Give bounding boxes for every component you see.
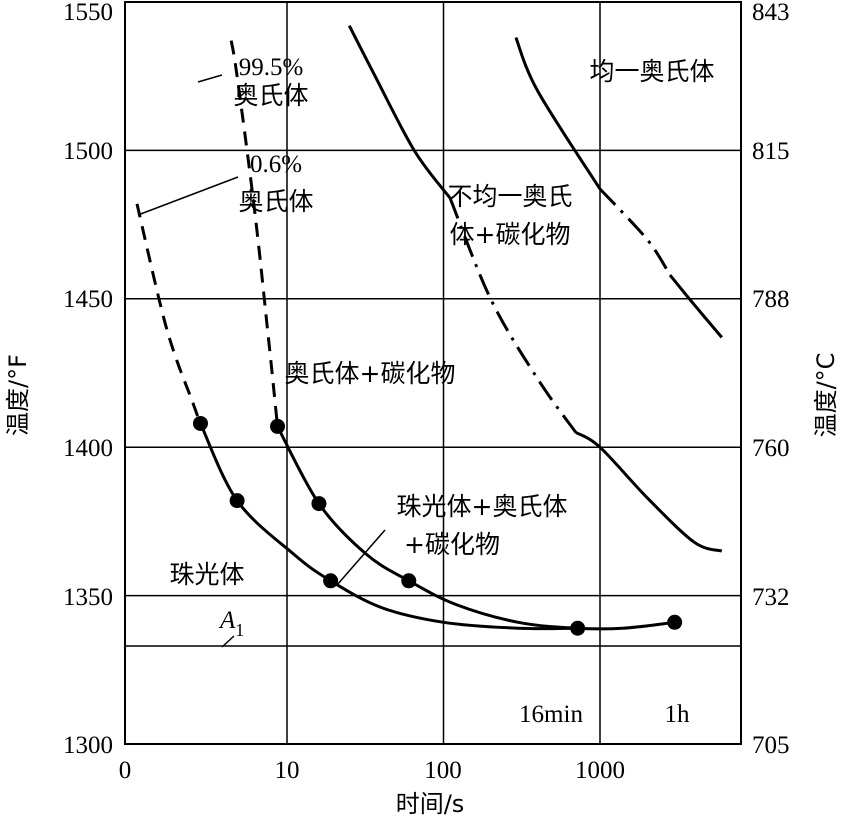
leader-line [197,74,223,83]
series-curve-segment [668,274,723,339]
y-tick-label: 1450 [63,286,113,313]
series-curve [276,425,675,631]
y-tick-label: 1500 [63,138,113,165]
series-curve-segment [575,431,723,553]
series-curve-dashed [229,40,279,427]
data-point-marker [229,493,245,509]
annotation-06-austenite: 0.6% 奥氏体 [137,151,314,216]
region-label-pearlite-austenite-carbide: 珠光体+奥氏体 +碳化物 [336,492,568,586]
y-tick-label: 1550 [63,0,113,26]
annotation-text: 0.6% [250,151,302,178]
region-label-nonuniform: 不均一奥氏 体+碳化物 [447,182,572,249]
data-point-marker [667,614,683,630]
annotation-995-austenite: 99.5% 奥氏体 [197,54,309,110]
x-tick-label: 100 [424,757,462,784]
y-tick-label-right: 815 [752,138,790,165]
a1-leader [221,635,235,648]
annotation-text: 不均一奥氏 [447,182,572,211]
leader-line [137,176,239,216]
data-point-marker [570,620,586,636]
a1-label: A1 [218,607,244,640]
region-label-austenite-carbide: 奥氏体+碳化物 [285,359,456,388]
annotation-text: 99.5% [239,54,304,81]
annotation-text: 奥氏体 [233,81,308,110]
annotation-text: +碳化物 [404,530,500,559]
y-tick-label: 1400 [63,435,113,462]
plot-frame [124,1,742,745]
y-tick-label: 1350 [63,584,113,611]
y-tick-label-right: 788 [752,286,790,313]
series-curve-dashed [135,203,202,425]
y-tick-label-right: 705 [752,732,790,759]
annotation-text: 珠光体+奥氏体 [397,492,568,521]
leader-line [336,529,386,586]
data-point-marker [323,573,339,589]
data-point-marker [311,496,327,512]
time-mark-16min: 16min [519,701,583,728]
x-tick-label: 0 [119,757,132,784]
time-mark-1h: 1h [665,701,691,728]
data-point-marker [192,415,208,431]
series-curve [199,422,578,631]
y-ticks-left: 1300 1350 1400 1450 1500 1550 [63,0,113,759]
series-curve-segment [598,187,672,276]
region-label-uniform-austenite: 均一奥氏体 [589,57,714,86]
grid [125,2,741,744]
y-tick-label-right: 760 [752,435,790,462]
y-axis-title-left: 温度/°F [4,354,32,436]
x-axis-title: 时间/s [396,790,465,818]
series-curve-segment [448,197,578,434]
annotation-text: 奥氏体 [238,187,313,216]
y-axis-title-right: 温度/°C [812,353,840,438]
y-tick-label-right: 732 [752,584,790,611]
x-tick-label: 10 [275,757,300,784]
y-ticks-right: 705 732 760 788 815 843 [752,0,790,759]
region-label-pearlite: 珠光体 [169,560,244,589]
y-tick-label: 1300 [63,732,113,759]
markers [192,415,683,636]
x-tick-label: 1000 [575,757,625,784]
annotation-text: 体+碳化物 [450,220,571,249]
series-curve-segment [347,25,452,199]
y-tick-label-right: 843 [752,0,790,26]
data-point-marker [270,418,286,434]
series-curve-segment [514,37,602,190]
data-point-marker [401,573,417,589]
x-ticks: 0 10 100 1000 [119,757,625,784]
